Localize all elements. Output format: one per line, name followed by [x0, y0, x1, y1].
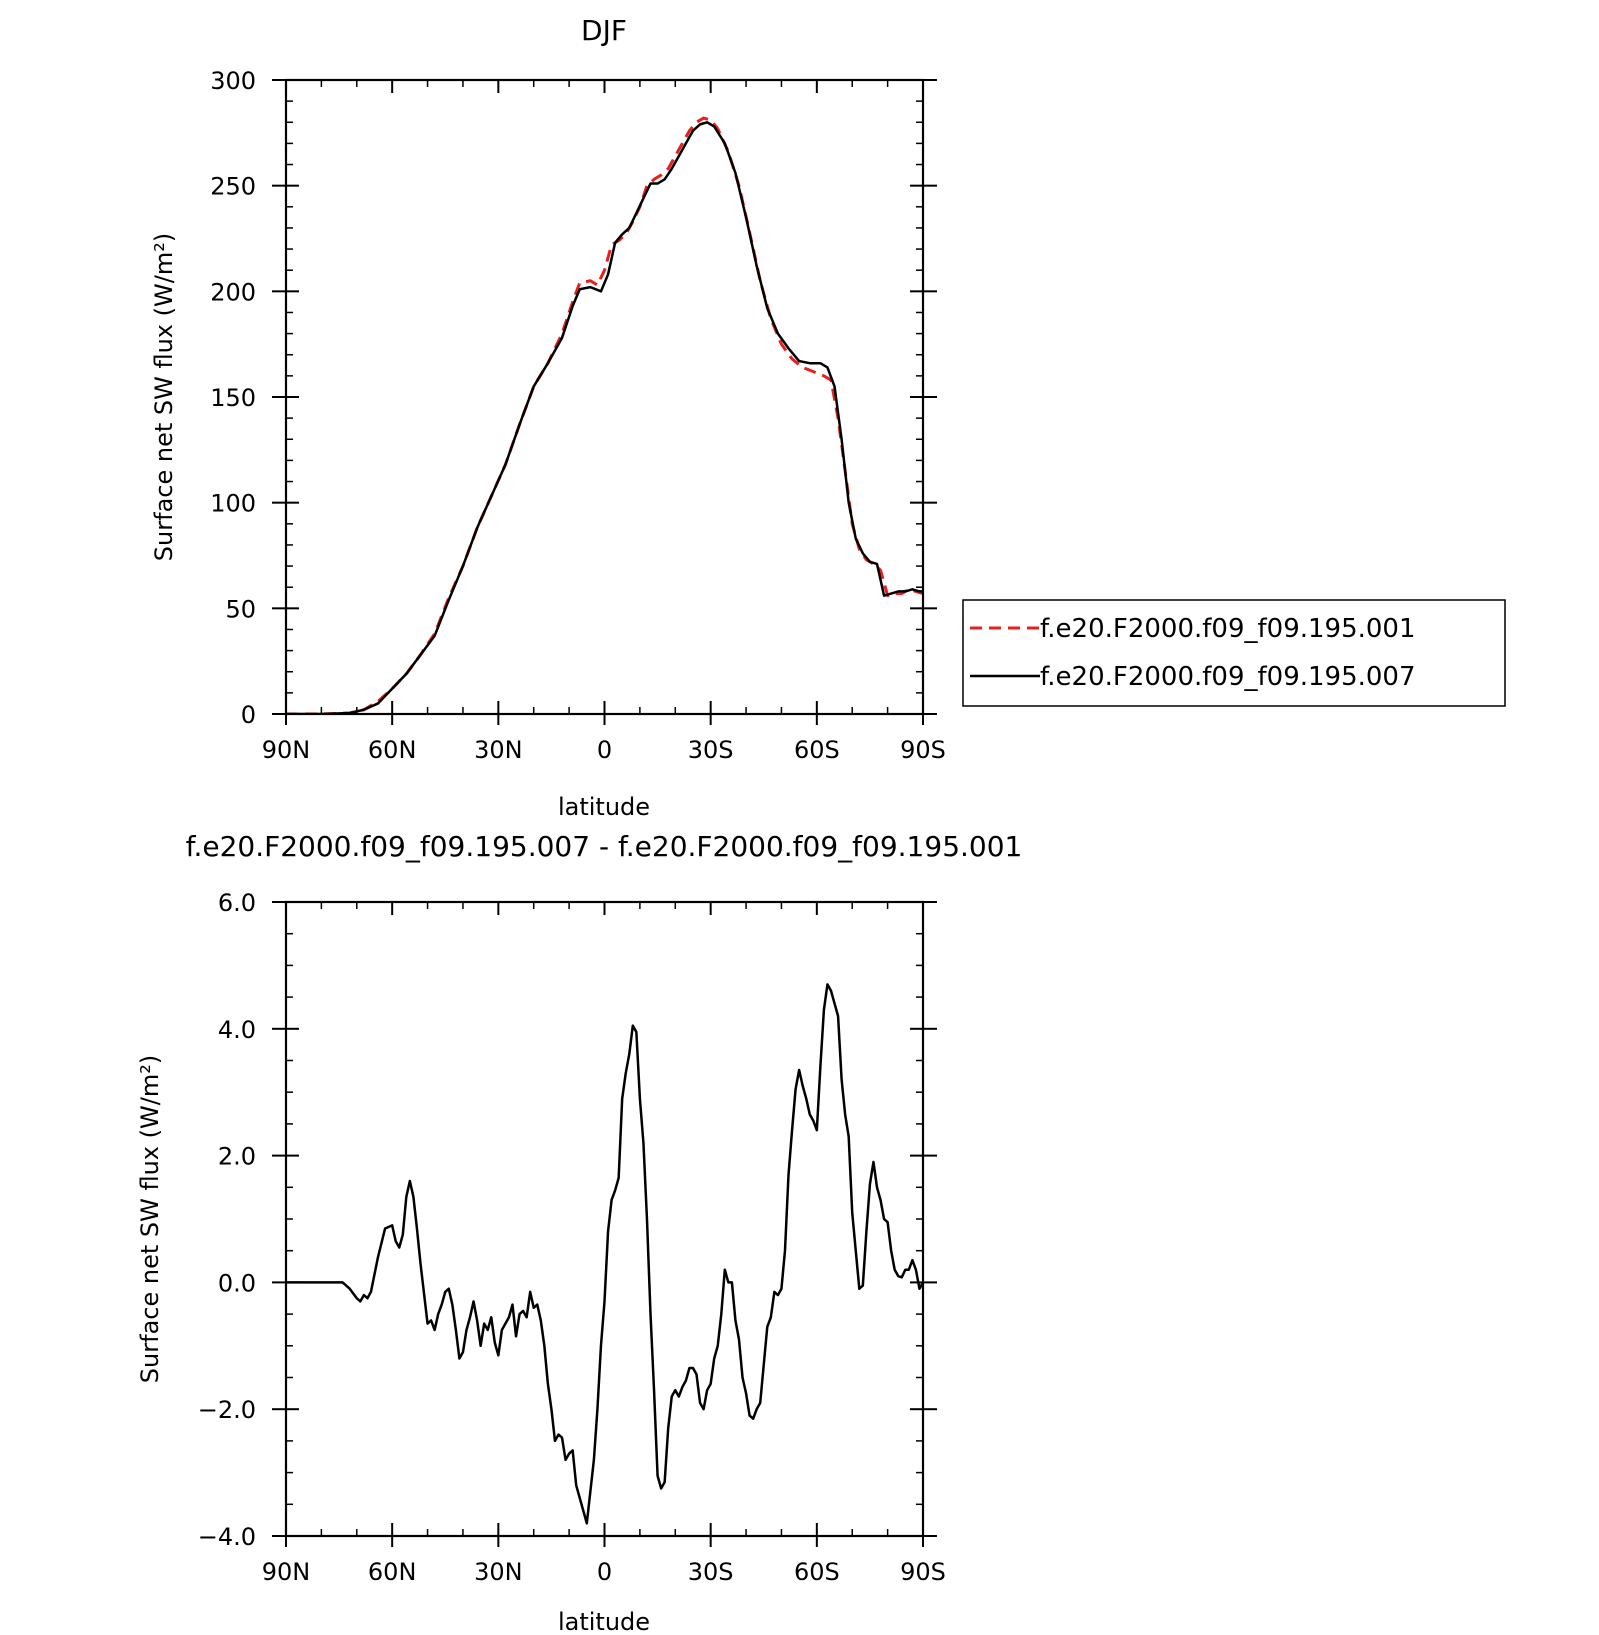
- bottom-ytick-label: −2.0: [198, 1396, 256, 1424]
- top-ytick-label: 150: [210, 384, 256, 412]
- bottom-chart-ylabel: Surface net SW flux (W/m²): [136, 1055, 164, 1383]
- top-ytick-label: 100: [210, 490, 256, 518]
- bottom-ytick-label: 2.0: [218, 1143, 256, 1171]
- top-xtick-label: 90N: [262, 736, 311, 764]
- bottom-xtick-label: 30N: [474, 1558, 523, 1586]
- legend: f.e20.F2000.f09_f09.195.001 f.e20.F2000.…: [962, 599, 1506, 707]
- top-chart-title: DJF: [581, 14, 627, 47]
- bottom-series-line-1: [286, 983, 923, 1525]
- top-ytick-label: 200: [210, 278, 256, 306]
- bottom-chart: f.e20.F2000.f09_f09.195.007 - f.e20.F200…: [136, 830, 1022, 1635]
- legend-label-series-1: f.e20.F2000.f09_f09.195.001: [1040, 614, 1416, 644]
- top-ytick-label: 300: [210, 67, 256, 95]
- bottom-ytick-label: 4.0: [218, 1016, 256, 1044]
- top-ytick-label: 0: [241, 701, 256, 729]
- top-chart: DJF 90N 60N 30N 0 30S 60S 90S 0 50 100 150 200 250 30…: [150, 14, 1506, 821]
- legend-label-series-2: f.e20.F2000.f09_f09.195.007: [1040, 662, 1416, 692]
- top-chart-ylabel: Surface net SW flux (W/m²): [150, 233, 178, 561]
- top-xtick-label: 60N: [368, 736, 417, 764]
- bottom-ytick-label: 6.0: [218, 889, 256, 917]
- bottom-plot-frame: [284, 900, 925, 1538]
- bottom-xtick-label: 90S: [900, 1558, 946, 1586]
- bottom-xtick-label: 60S: [794, 1558, 840, 1586]
- bottom-xtick-label: 0: [597, 1558, 612, 1586]
- bottom-ytick-label: −4.0: [198, 1523, 256, 1551]
- bottom-ytick-label: 0.0: [218, 1269, 256, 1297]
- bottom-xtick-label: 30S: [688, 1558, 734, 1586]
- top-xtick-label: 0: [597, 736, 612, 764]
- top-xtick-label: 30S: [688, 736, 734, 764]
- top-plot-frame: [284, 78, 925, 716]
- top-ytick-label: 50: [225, 595, 256, 623]
- top-ytick-label: 250: [210, 173, 256, 201]
- bottom-chart-xlabel: latitude: [558, 1608, 650, 1635]
- top-chart-xlabel: latitude: [558, 793, 650, 821]
- top-series-line-2: [286, 121, 923, 714]
- bottom-xtick-label: 60N: [368, 1558, 417, 1586]
- top-xtick-label: 30N: [474, 736, 523, 764]
- bottom-xtick-label: 90N: [262, 1558, 311, 1586]
- top-xtick-label: 90S: [900, 736, 946, 764]
- legend-box: [962, 599, 1506, 707]
- top-series-line-1: [286, 116, 923, 714]
- top-xtick-label: 60S: [794, 736, 840, 764]
- bottom-chart-title: f.e20.F2000.f09_f09.195.007 - f.e20.F200…: [186, 830, 1023, 863]
